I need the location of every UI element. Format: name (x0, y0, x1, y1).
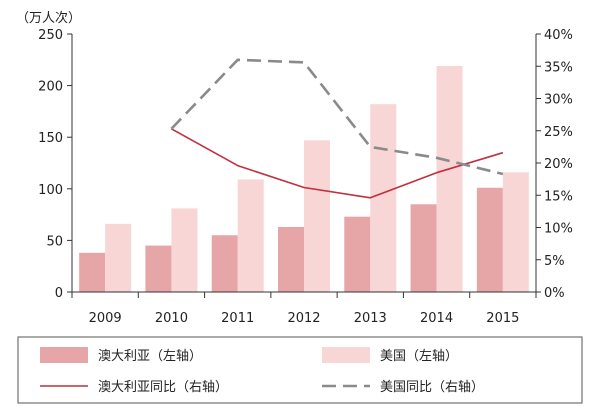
bar-australia-2015 (476, 187, 503, 292)
legend-swatch-1 (322, 347, 370, 363)
x-tick-2010: 2010 (155, 311, 188, 326)
legend-label-0: 澳大利亚（左轴） (98, 348, 202, 364)
y-left-tick-50: 50 (46, 234, 63, 249)
y-right-tick-4: 20% (544, 157, 573, 172)
x-tick-2011: 2011 (221, 311, 254, 326)
y-right-tick-7: 35% (544, 60, 573, 75)
x-tick-2009: 2009 (89, 311, 122, 326)
x-tick-2015: 2015 (486, 311, 519, 326)
bar-australia-2011 (211, 235, 238, 292)
y-right-tick-5: 25% (544, 125, 573, 140)
bar-usa-2009 (105, 223, 132, 292)
bar-usa-2012 (304, 140, 330, 292)
y-right-tick-2: 10% (544, 222, 573, 237)
legend-box (17, 336, 583, 404)
line-australia-yoy (171, 128, 504, 199)
legend-label-2: 澳大利亚同比（右轴） (98, 379, 228, 395)
bar-australia-2013 (344, 216, 371, 292)
x-tick-2012: 2012 (287, 311, 320, 326)
bar-usa-2013 (370, 104, 397, 293)
y-right-tick-3: 15% (544, 189, 573, 204)
y-right-tick-8: 40% (544, 28, 573, 43)
bar-usa-2014 (436, 65, 463, 292)
bar-australia-2009 (79, 252, 106, 292)
line-usa-yoy (170, 58, 504, 176)
bar-usa-2010 (171, 208, 198, 292)
y-right-tick-1: 5% (544, 254, 565, 269)
legend-swatch-0 (40, 347, 88, 363)
bar-australia-2014 (410, 204, 437, 292)
x-tick-2014: 2014 (420, 311, 453, 326)
y-left-tick-200: 200 (38, 80, 63, 95)
y-left-tick-150: 150 (38, 131, 63, 146)
legend-label-3: 美国同比（右轴） (380, 380, 484, 395)
bar-usa-2015 (502, 172, 529, 292)
legend-label-1: 美国（左轴） (380, 349, 458, 364)
y-right-tick-0: 0% (544, 286, 565, 301)
y-right-tick-6: 30% (544, 93, 573, 108)
unit-label: （万人次） (16, 10, 81, 26)
bar-australia-2010 (145, 245, 172, 292)
bar-australia-2012 (278, 226, 304, 292)
bar-usa-2011 (237, 179, 264, 292)
x-tick-2013: 2013 (354, 311, 387, 326)
y-left-tick-250: 250 (38, 28, 63, 43)
y-left-tick-100: 100 (38, 183, 63, 198)
y-left-tick-0: 0 (55, 286, 63, 301)
